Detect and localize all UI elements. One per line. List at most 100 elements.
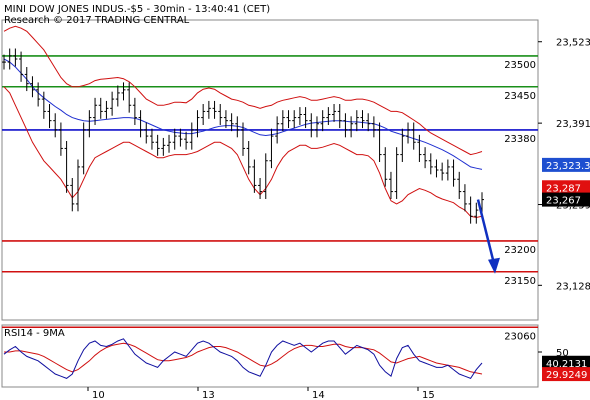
- price-bar-36: [206, 100, 211, 119]
- price-bar-56: [320, 110, 325, 132]
- price-bar-13: [75, 159, 80, 212]
- price-bar-33: [189, 122, 194, 150]
- price-tag-0: 23,323.3: [542, 157, 590, 172]
- x-tick-label-1: 13: [202, 390, 215, 400]
- svg-text:23,287: 23,287: [546, 183, 581, 194]
- x-tick-label-0: 10: [92, 390, 105, 400]
- price-bar-50: [286, 110, 291, 129]
- price-bar-57: [326, 107, 331, 125]
- price-bar-14: [81, 122, 86, 175]
- level-label-5: 23060: [504, 331, 536, 342]
- level-label-2: 23380: [504, 134, 536, 145]
- price-bar-68: [388, 171, 393, 199]
- y-tick-label-1: 23,391: [556, 119, 590, 130]
- price-bar-78: [445, 159, 450, 181]
- price-bar-45: [258, 178, 263, 199]
- price-bar-11: [64, 141, 69, 193]
- level-label-3: 23200: [504, 245, 536, 256]
- price-bar-30: [172, 128, 177, 150]
- price-bar-71: [406, 122, 411, 144]
- price-bar-38: [218, 104, 223, 125]
- price-bar-54: [309, 113, 314, 138]
- price-bar-18: [104, 100, 109, 119]
- band-lower-line: [3, 86, 483, 219]
- chart-title: MINI DOW JONES INDUS.-$5 - 30min - 13:40…: [4, 4, 270, 15]
- price-bar-79: [451, 159, 456, 187]
- price-bar-52: [297, 107, 302, 125]
- band-upper-line: [3, 25, 483, 156]
- price-bar-5: [30, 76, 35, 98]
- price-bar-73: [417, 134, 422, 162]
- price-bar-60: [343, 113, 348, 138]
- svg-text:23,267: 23,267: [546, 196, 581, 207]
- rsi-line: [3, 338, 483, 380]
- price-bar-3: [19, 51, 24, 82]
- price-bar-37: [212, 100, 217, 119]
- svg-text:40.2131: 40.2131: [546, 359, 587, 370]
- price-bar-49: [280, 110, 285, 132]
- forecast-arrow-head: [488, 257, 500, 274]
- rsi-tag-0: 40.2131: [542, 355, 590, 370]
- price-bar-22: [127, 82, 132, 113]
- price-bar-61: [349, 116, 354, 138]
- rsi-tick-label-0: 50: [556, 348, 569, 359]
- rsi-tag-1: 29.9249: [542, 367, 590, 382]
- price-bar-10: [58, 122, 63, 156]
- price-bar-27: [155, 134, 160, 156]
- price-bar-24: [138, 110, 143, 138]
- price-bar-66: [377, 122, 382, 162]
- price-bar-40: [229, 113, 234, 132]
- svg-text:23,323.3: 23,323.3: [546, 161, 590, 172]
- price-bar-39: [223, 110, 228, 129]
- price-bar-77: [440, 162, 445, 181]
- price-tag-2: 23,267: [542, 192, 590, 207]
- price-bar-83: [474, 202, 479, 224]
- price-bar-6: [36, 82, 41, 107]
- price-bar-46: [263, 153, 268, 199]
- price-bar-48: [275, 116, 280, 144]
- price-bar-1: [7, 48, 12, 70]
- price-bar-63: [360, 110, 365, 129]
- price-bar-43: [246, 141, 251, 175]
- level-label-0: 23500: [504, 60, 536, 71]
- price-bar-12: [70, 178, 75, 212]
- price-bar-4: [24, 67, 29, 92]
- forecast-arrow-shaft: [476, 199, 496, 265]
- level-label-1: 23450: [504, 91, 536, 102]
- price-bar-26: [149, 128, 154, 150]
- price-bar-2: [13, 48, 18, 67]
- y-tick-label-3: 23,128: [556, 281, 590, 292]
- price-bar-55: [314, 116, 319, 138]
- price-bar-29: [167, 134, 172, 153]
- price-bar-81: [462, 184, 467, 212]
- price-bar-7: [41, 91, 46, 119]
- price-bar-70: [400, 128, 405, 162]
- price-bar-72: [411, 122, 416, 150]
- price-bar-59: [337, 104, 342, 129]
- price-bar-35: [201, 104, 206, 125]
- price-bar-0: [2, 54, 6, 70]
- price-bar-28: [161, 137, 166, 156]
- price-bar-64: [366, 113, 371, 132]
- price-bar-8: [47, 104, 52, 129]
- x-tick-label-3: 15: [422, 390, 435, 400]
- price-bar-16: [93, 97, 98, 125]
- price-bar-21: [121, 82, 126, 101]
- price-bar-31: [178, 128, 183, 147]
- price-bar-9: [53, 113, 58, 138]
- price-bar-74: [423, 147, 428, 169]
- y-tick-label-0: 23,523: [556, 38, 590, 49]
- price-bar-23: [132, 97, 137, 125]
- level-label-4: 23150: [504, 276, 536, 287]
- rsi-ma-line: [4, 342, 483, 375]
- price-bar-34: [195, 110, 200, 138]
- price-bar-42: [241, 122, 245, 156]
- price-bar-51: [292, 110, 297, 129]
- price-bar-19: [110, 91, 115, 116]
- price-bar-82: [468, 196, 473, 224]
- price-bar-41: [235, 116, 240, 138]
- price-bar-69: [394, 147, 399, 199]
- price-bar-15: [87, 110, 92, 138]
- price-bar-58: [332, 104, 337, 122]
